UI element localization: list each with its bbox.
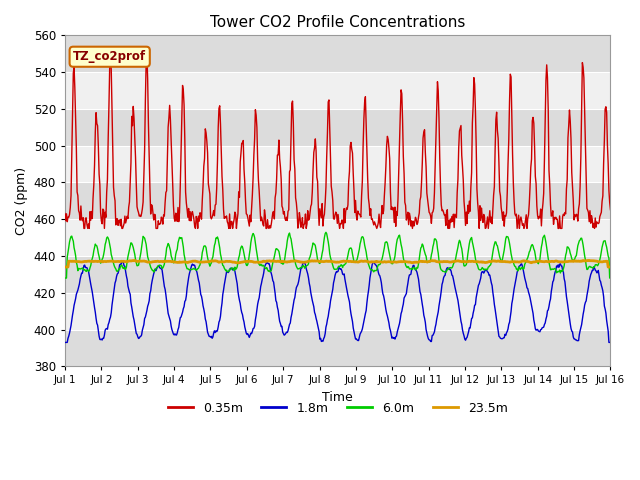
- X-axis label: Time: Time: [323, 391, 353, 404]
- Bar: [65, 72, 611, 109]
- Bar: [65, 293, 611, 330]
- Bar: [65, 36, 611, 72]
- Bar: [65, 330, 611, 366]
- Bar: [65, 219, 611, 256]
- Bar: [65, 109, 611, 145]
- Title: Tower CO2 Profile Concentrations: Tower CO2 Profile Concentrations: [210, 15, 465, 30]
- Legend: 0.35m, 1.8m, 6.0m, 23.5m: 0.35m, 1.8m, 6.0m, 23.5m: [163, 396, 513, 420]
- Bar: [65, 256, 611, 293]
- Y-axis label: CO2 (ppm): CO2 (ppm): [15, 167, 28, 235]
- Bar: [65, 182, 611, 219]
- Bar: [65, 145, 611, 182]
- Text: TZ_co2prof: TZ_co2prof: [73, 50, 147, 63]
